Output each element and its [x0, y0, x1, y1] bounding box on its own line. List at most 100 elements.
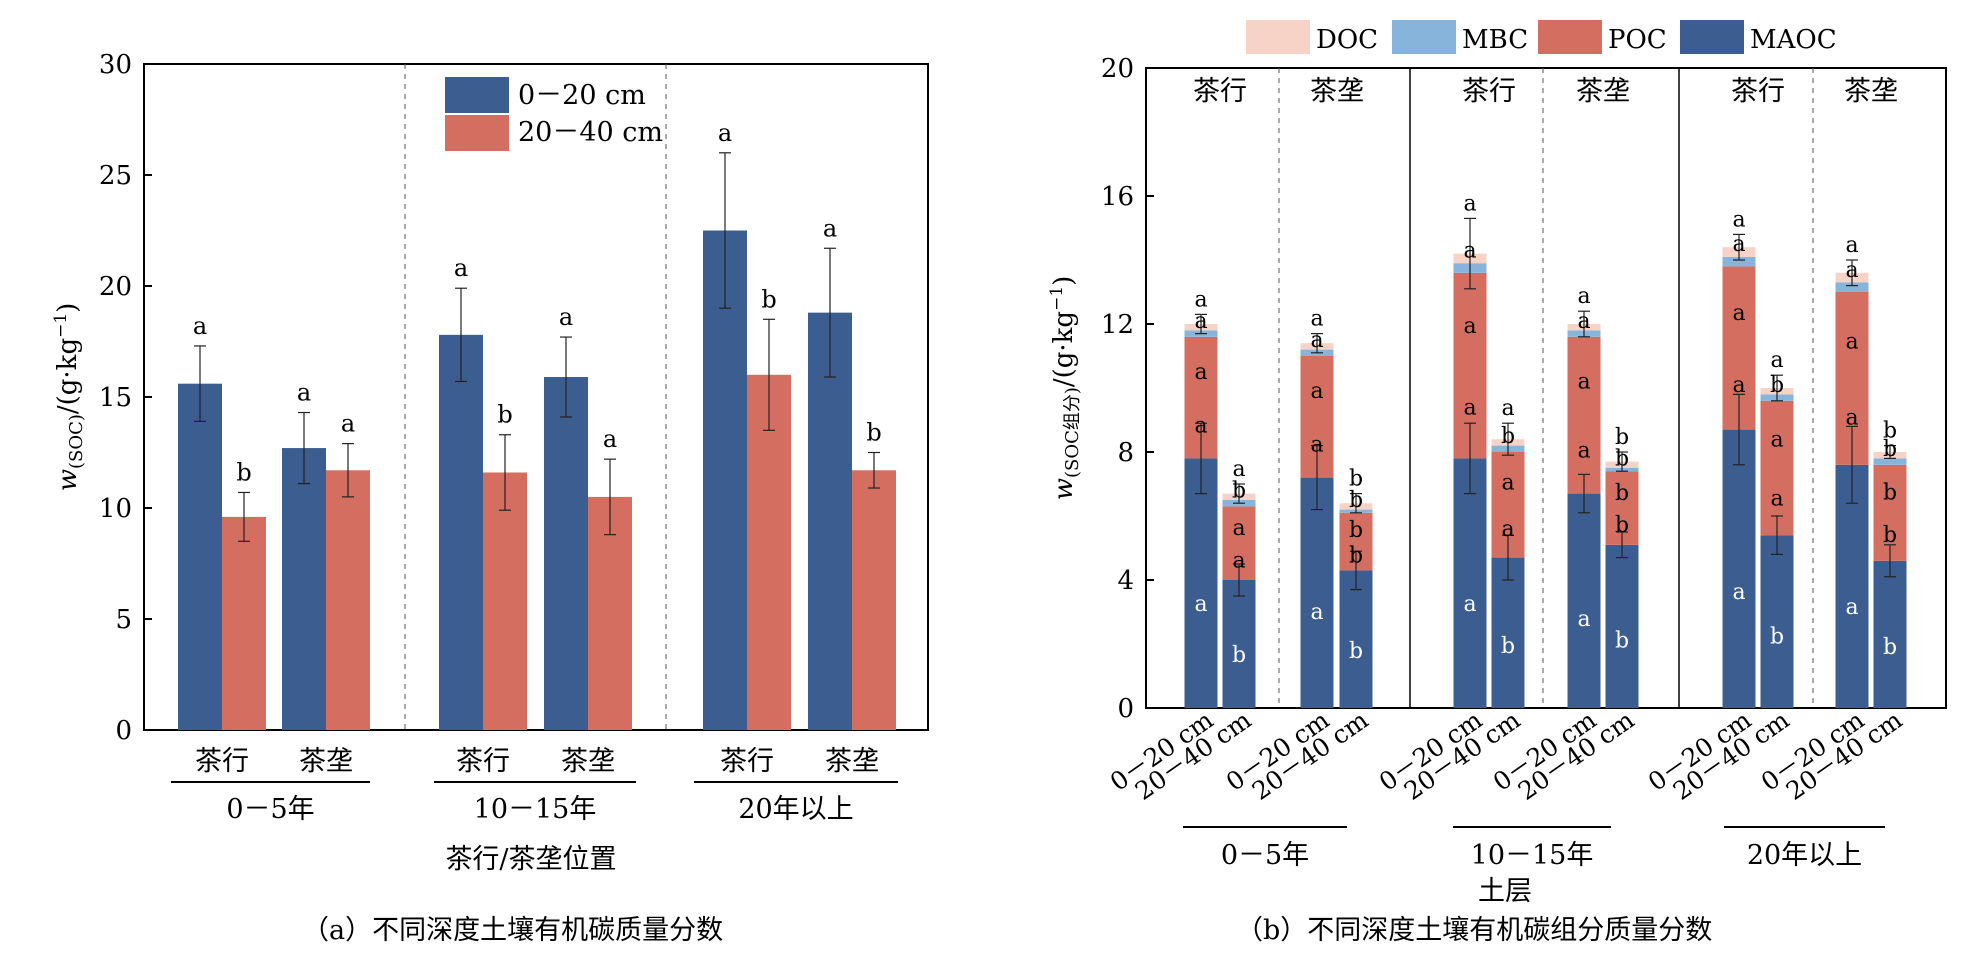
letter-maoc-b: b	[1615, 628, 1629, 653]
position-label-b: 茶垄	[1576, 76, 1630, 107]
bars-a	[178, 230, 896, 730]
x-axis-categories-a: 茶行 茶垄 茶行 茶垄 茶行 茶垄	[195, 746, 879, 777]
letter-doc-b: a	[1463, 191, 1476, 216]
letter-poc-b: a	[1577, 439, 1590, 464]
letter-doc-b: b	[1883, 419, 1897, 444]
letter-mbc-b: a	[1310, 328, 1323, 353]
letter-doc-b: a	[1577, 284, 1590, 309]
y-tick-label-a: 0	[115, 716, 132, 746]
significance-letter-a: b	[866, 419, 881, 447]
legend-swatch-maoc	[1680, 20, 1744, 54]
significance-letter-a: a	[297, 379, 311, 407]
letter-mbc-b: a	[1463, 239, 1476, 264]
legend-label-poc: POC	[1608, 25, 1667, 55]
y-tick-label-b: 4	[1117, 566, 1134, 596]
significance-letter-a: a	[341, 410, 355, 438]
legend-label-0-20cm: 0－20 cm	[518, 80, 646, 111]
letter-poc-b: b	[1883, 523, 1897, 548]
legend-label-mbc: MBC	[1462, 25, 1528, 55]
stacked-segment-b	[1835, 464, 1869, 708]
letter-mbc-b: b	[1349, 488, 1363, 513]
x-category-a: 茶垄	[299, 746, 353, 777]
stacked-segment-b	[1567, 336, 1601, 494]
stacked-segment-b	[1300, 477, 1334, 708]
stacked-segment-b	[1567, 493, 1601, 708]
letter-maoc-b: a	[1463, 592, 1476, 617]
letter-mbc-b: a	[1732, 232, 1745, 257]
stacked-segment-b	[1605, 544, 1639, 708]
x-category-a: 茶行	[720, 746, 774, 777]
x-category-a: 茶行	[195, 746, 249, 777]
letter-poc-b: a	[1770, 487, 1783, 512]
group-label-b: 10－15年	[1471, 840, 1594, 871]
significance-letter-a: b	[236, 458, 251, 486]
letter-poc-b: b	[1349, 543, 1363, 568]
letter-maoc-b: a	[1577, 607, 1590, 632]
letter-doc-b: b	[1615, 425, 1629, 450]
letter-mbc-b: b	[1501, 424, 1515, 449]
letter-doc-b: a	[1310, 307, 1323, 332]
letter-maoc-b: b	[1883, 635, 1897, 660]
letter-maoc-b: a	[1845, 595, 1858, 620]
significance-letter-a: b	[497, 401, 512, 429]
position-label-b: 茶行	[1462, 76, 1516, 107]
y-tick-label-a: 10	[99, 494, 132, 524]
group-label-b: 0－5年	[1221, 840, 1309, 871]
letter-maoc-b: b	[1770, 624, 1784, 649]
letter-poc2-b: a	[1463, 314, 1476, 339]
caption-b: （b）不同深度土壤有机碳组分质量分数	[1236, 915, 1713, 946]
legend-swatch-20-40cm	[445, 115, 509, 151]
caption-a: （a）不同深度土壤有机碳质量分数	[302, 915, 724, 946]
x-axis-groups-a: 0－5年 10－15年 20年以上	[171, 781, 898, 825]
stacked-bars-b	[1184, 247, 1907, 708]
bar-a	[282, 448, 326, 730]
y-tick-label-b: 0	[1117, 694, 1134, 724]
bar-a	[544, 377, 588, 730]
panel-a-bar-chart: a a a a a a b a b a b b 0 5 10 15 20 25 30 茶行 茶垄 茶行 茶垄 茶行 茶垄 0…	[51, 50, 929, 875]
stacked-segment-b	[1222, 580, 1256, 708]
letter-doc-b: a	[1232, 457, 1245, 482]
y-tick-label-a: 25	[99, 161, 132, 191]
group-label-a: 10－15年	[474, 794, 597, 825]
legend-label-doc: DOC	[1316, 25, 1378, 55]
letter-maoc-b: b	[1349, 639, 1363, 664]
y-tick-label-a: 20	[99, 272, 132, 302]
letter-maoc-b: b	[1501, 634, 1515, 659]
legend-swatch-mbc	[1392, 20, 1456, 54]
letter-poc2-b: a	[1310, 379, 1323, 404]
stacked-segment-b	[1835, 282, 1869, 292]
letter-doc-b: b	[1349, 467, 1363, 492]
legend-label-20-40cm: 20－40 cm	[518, 117, 663, 148]
panel-b-stacked-bar-chart: aaaaabaabaaaaaabbbbbaaaaabaabaaaaaabbbbb…	[1047, 20, 1947, 907]
significance-letter-a: a	[193, 312, 207, 340]
letter-maoc-b: a	[1732, 580, 1745, 605]
significance-letters-a: a a a a a a b a b a b b	[193, 119, 882, 487]
bar-a	[326, 470, 370, 730]
y-tick-label-b: 20	[1101, 54, 1134, 84]
error-bars-b	[1195, 217, 1896, 597]
letter-maoc-b: b	[1232, 643, 1246, 668]
y-tick-label-a: 30	[99, 50, 132, 80]
bar-a	[852, 470, 896, 730]
bar-a	[483, 472, 527, 730]
significance-letter-a: a	[603, 425, 617, 453]
plot-frame-b	[1145, 67, 1947, 709]
letter-maoc-b: a	[1194, 592, 1207, 617]
letter-mbc-b: b	[1883, 437, 1897, 462]
letter-doc-b: a	[1194, 287, 1207, 312]
letter-mbc-b: a	[1194, 309, 1207, 334]
stacked-segment-b	[1760, 400, 1794, 536]
position-label-b: 茶行	[1731, 76, 1785, 107]
stacked-segment-b	[1722, 256, 1756, 267]
letter-mbc-b: a	[1845, 258, 1858, 283]
stacked-segment-b	[1453, 458, 1487, 708]
letter-poc-b: a	[1732, 373, 1745, 398]
letter-mbc-b: b	[1770, 373, 1784, 398]
y-tick-label-a: 15	[99, 383, 132, 413]
letter-poc-b: a	[1232, 548, 1245, 573]
bar-a	[588, 496, 632, 730]
letter-doc-b: a	[1501, 396, 1514, 421]
legend-swatch-0-20cm	[445, 77, 509, 113]
position-labels-b: 茶行 茶垄 茶行 茶垄 茶行 茶垄	[1193, 76, 1898, 107]
